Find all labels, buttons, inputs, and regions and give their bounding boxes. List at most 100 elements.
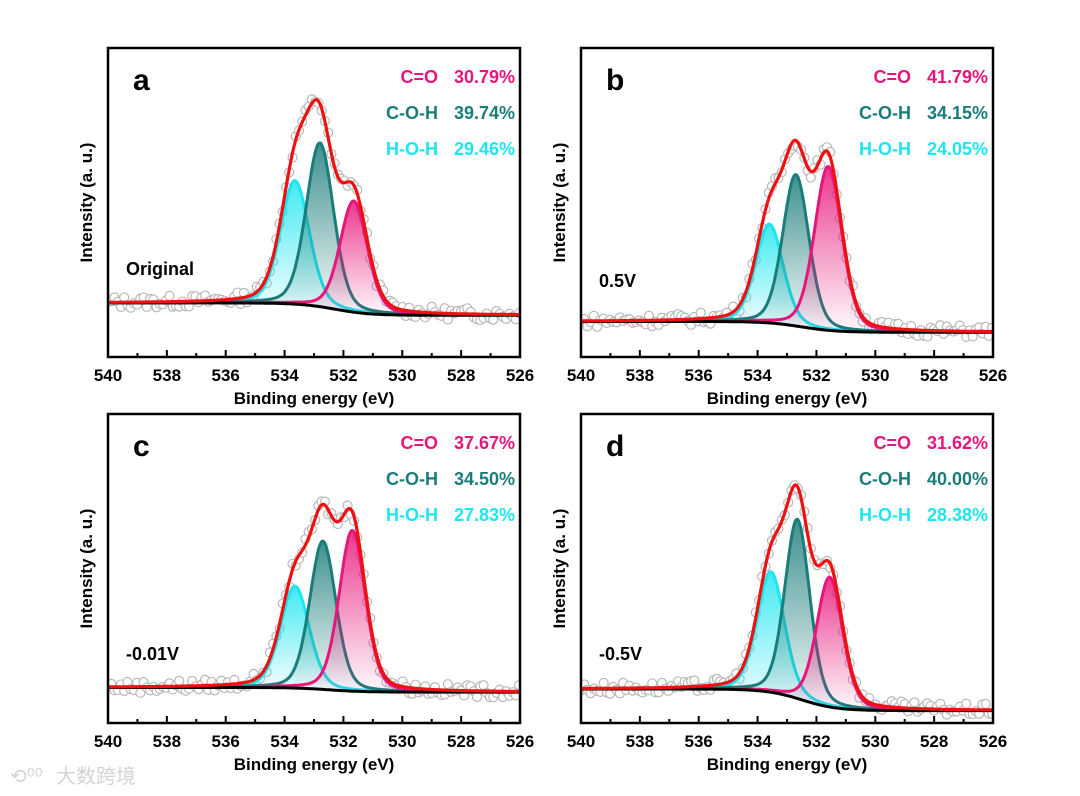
- x-tick-label: 538: [153, 366, 181, 385]
- sample-label: -0.01V: [126, 644, 179, 664]
- x-tick-label: 528: [447, 366, 475, 385]
- x-tick-label: 538: [626, 732, 654, 751]
- x-axis-label: Binding energy (eV): [234, 389, 395, 408]
- x-tick-label: 530: [388, 366, 416, 385]
- component-fill-C-O-H: [581, 519, 993, 711]
- panel-b: 540 538 536 534 532 530 528 526 Binding energy (…: [550, 46, 1007, 408]
- x-axis-label: Binding energy (eV): [234, 755, 395, 774]
- x-tick-label: 536: [685, 366, 713, 385]
- component-percent: 28.38%: [927, 505, 988, 525]
- component-percent: 34.15%: [927, 103, 988, 123]
- component-fill-C-O-H: [108, 142, 520, 316]
- watermark-text: 大数跨境: [56, 765, 136, 788]
- x-tick-label: 526: [506, 366, 534, 385]
- component-name: C=O: [873, 433, 911, 453]
- component-percent: 40.00%: [927, 469, 988, 489]
- x-tick-label: 534: [743, 732, 772, 751]
- component-percent: 37.67%: [454, 433, 515, 453]
- watermark-logo: ⟲⁰⁰: [10, 766, 43, 788]
- component-percent: 27.83%: [454, 505, 515, 525]
- x-tick-label: 536: [212, 732, 240, 751]
- plot-area: [581, 138, 993, 343]
- component-name: C=O: [873, 67, 911, 87]
- raw-point: [961, 698, 972, 709]
- component-name: C-O-H: [859, 469, 911, 489]
- x-tick-label: 530: [861, 732, 889, 751]
- y-axis-label: Intensity (a. u.): [550, 143, 569, 263]
- component-name: C-O-H: [859, 103, 911, 123]
- component-name: H-O-H: [386, 505, 438, 525]
- panel-letter: a: [133, 64, 150, 97]
- sample-label: Original: [126, 259, 194, 279]
- watermark: ⟲⁰⁰ 大数跨境: [10, 765, 136, 788]
- component-name: H-O-H: [859, 139, 911, 159]
- x-tick-label: 530: [861, 366, 889, 385]
- raw-point: [689, 675, 700, 686]
- x-tick-label: 536: [685, 732, 713, 751]
- x-tick-label: 526: [506, 732, 534, 751]
- x-tick-label: 526: [979, 366, 1007, 385]
- x-tick-label: 540: [94, 732, 122, 751]
- y-axis-label: Intensity (a. u.): [550, 509, 569, 629]
- x-tick-label: 528: [920, 366, 948, 385]
- x-axis-label: Binding energy (eV): [707, 389, 868, 408]
- component-fill-C-O-H: [108, 541, 520, 693]
- x-tick-label: 534: [270, 732, 299, 751]
- panel-letter: b: [606, 64, 624, 97]
- envelope-curve: [581, 483, 993, 712]
- x-tick-label: 534: [270, 366, 299, 385]
- x-tick-label: 532: [802, 366, 830, 385]
- component-percent: 34.50%: [454, 469, 515, 489]
- x-tick-label: 536: [212, 366, 240, 385]
- raw-point: [805, 172, 816, 183]
- y-axis-label: Intensity (a. u.): [77, 509, 96, 629]
- raw-point: [695, 307, 706, 318]
- x-axis-label: Binding energy (eV): [707, 755, 868, 774]
- raw-point: [164, 290, 175, 301]
- panel-d: 540 538 536 534 532 530 528 526 Binding energy (…: [550, 412, 1007, 774]
- plot-area: [581, 480, 993, 720]
- component-percent: 39.74%: [454, 103, 515, 123]
- component-percent: 24.05%: [927, 139, 988, 159]
- component-name: C=O: [400, 67, 438, 87]
- x-tick-label: 540: [567, 366, 595, 385]
- y-axis-label: Intensity (a. u.): [77, 143, 96, 263]
- envelope-curve: [581, 138, 993, 334]
- envelope-curve: [108, 98, 520, 317]
- x-tick-label: 530: [388, 732, 416, 751]
- sample-label: -0.5V: [599, 644, 642, 664]
- x-tick-label: 526: [979, 732, 1007, 751]
- x-tick-label: 538: [153, 732, 181, 751]
- panel-letter: c: [133, 430, 150, 463]
- x-tick-label: 532: [329, 366, 357, 385]
- x-tick-label: 534: [743, 366, 772, 385]
- component-name: H-O-H: [386, 139, 438, 159]
- component-percent: 41.79%: [927, 67, 988, 87]
- x-tick-label: 532: [802, 732, 830, 751]
- component-percent: 30.79%: [454, 67, 515, 87]
- component-name: C-O-H: [386, 469, 438, 489]
- panel-a: 540 538 536 534 532 530 528 526 Binding energy (…: [77, 46, 534, 408]
- sample-label: 0.5V: [599, 271, 636, 291]
- component-name: H-O-H: [859, 505, 911, 525]
- panel-c: 540 538 536 534 532 530 528 526 Binding energy (…: [77, 412, 534, 774]
- plot-area: [108, 496, 520, 703]
- plot-area: [108, 94, 520, 326]
- raw-point: [174, 675, 185, 686]
- x-tick-label: 528: [447, 732, 475, 751]
- raw-point: [598, 677, 609, 689]
- component-name: C=O: [400, 433, 438, 453]
- raw-point: [980, 698, 991, 710]
- x-tick-label: 528: [920, 732, 948, 751]
- component-percent: 29.46%: [454, 139, 515, 159]
- raw-point: [471, 691, 483, 703]
- x-tick-label: 538: [626, 366, 654, 385]
- x-tick-label: 540: [567, 732, 595, 751]
- component-name: C-O-H: [386, 103, 438, 123]
- component-percent: 31.62%: [927, 433, 988, 453]
- x-tick-label: 540: [94, 366, 122, 385]
- x-tick-label: 532: [329, 732, 357, 751]
- component-fill-C-O-H: [581, 174, 993, 333]
- envelope-curve: [108, 502, 520, 693]
